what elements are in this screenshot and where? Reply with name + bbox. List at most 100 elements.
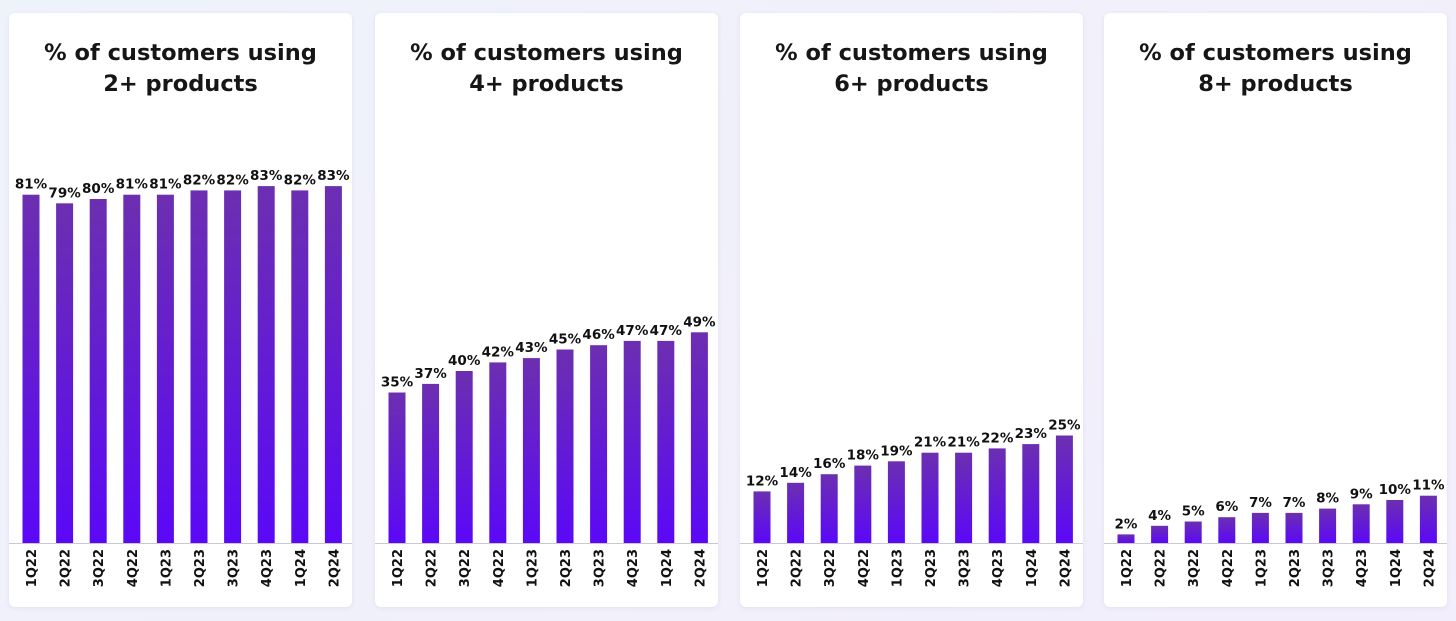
bar-value-label: 10% [1379, 482, 1412, 498]
bar-4q23 [1352, 504, 1370, 543]
chart-title: % of customers using 2+ products [44, 40, 317, 97]
bar-1q22 [753, 491, 771, 543]
bar-1q24 [657, 340, 675, 543]
bar-1q22 [1117, 534, 1135, 543]
bar-value-label: 23% [1015, 426, 1048, 442]
bar-1q23 [887, 461, 905, 543]
chart-panel-4-plus: % of customers using 4+ products 35% 1Q22 37… [375, 13, 718, 607]
bar-3q23 [590, 345, 608, 543]
x-tick-label: 3Q22 [92, 549, 107, 587]
bar-value-label: 80% [82, 181, 115, 197]
bar-3q22 [455, 371, 473, 543]
x-tick-label: 1Q24 [294, 549, 309, 587]
bar-2q23 [921, 452, 939, 543]
x-tick-label: 4Q23 [1355, 549, 1370, 587]
bar-2q23 [556, 349, 574, 543]
x-tick-label: 2Q24 [693, 549, 708, 587]
bar-value-label: 8% [1316, 491, 1339, 507]
bar-chart: % of customers using 2+ products 81% 1Q22 79… [9, 40, 352, 587]
x-tick-label: 3Q22 [823, 549, 838, 587]
bar-3q23 [1319, 508, 1337, 543]
x-tick-label: 2Q23 [924, 549, 939, 587]
bar-2q24 [690, 332, 708, 543]
bar-1q22 [388, 392, 406, 543]
chart-panel-6-plus: % of customers using 6+ products 12% 1Q22 14… [740, 13, 1083, 607]
x-tick-label: 1Q24 [1389, 549, 1404, 587]
bar-2q24 [324, 186, 342, 543]
bar-2q22 [422, 383, 440, 543]
x-tick-label: 3Q23 [593, 549, 608, 587]
bar-2q23 [190, 190, 208, 543]
bar-2q22 [787, 482, 805, 543]
bar-1q23 [1251, 512, 1269, 543]
bar-value-label: 81% [149, 177, 182, 193]
bar-value-label: 19% [880, 443, 913, 459]
x-tick-label: 1Q22 [756, 549, 771, 587]
x-tick-label: 2Q23 [559, 549, 574, 587]
bar-3q22 [820, 474, 838, 543]
x-tick-label: 1Q23 [1254, 549, 1269, 587]
x-tick-label: 1Q23 [890, 549, 905, 587]
bar-value-label: 49% [683, 314, 716, 330]
bar-2q23 [1285, 512, 1303, 543]
bar-chart: % of customers using 4+ products 35% 1Q22 37… [375, 40, 718, 587]
bar-value-label: 83% [250, 168, 283, 184]
x-tick-label: 1Q23 [159, 549, 174, 587]
bar-3q22 [1184, 521, 1202, 543]
bar-1q22 [22, 194, 40, 543]
bar-3q23 [955, 452, 973, 543]
bar-value-label: 11% [1412, 478, 1445, 494]
bar-value-label: 25% [1048, 418, 1081, 434]
bar-value-label: 9% [1350, 486, 1373, 502]
bar-value-label: 18% [847, 448, 880, 464]
bar-2q24 [1055, 435, 1073, 543]
x-tick-label: 2Q24 [1422, 549, 1437, 587]
bar-value-label: 37% [414, 366, 447, 382]
bar-4q22 [854, 465, 872, 543]
bar-value-label: 83% [317, 168, 350, 184]
bar-value-label: 7% [1283, 495, 1306, 511]
bar-value-label: 79% [48, 185, 81, 201]
bar-value-label: 81% [15, 177, 48, 193]
bar-4q22 [489, 362, 507, 543]
x-tick-label: 1Q23 [525, 549, 540, 587]
x-tick-label: 4Q23 [626, 549, 641, 587]
bar-value-label: 21% [914, 435, 947, 451]
bar-value-label: 82% [183, 172, 216, 188]
chart-title: % of customers using 8+ products [1139, 40, 1412, 97]
bar-1q24 [1386, 500, 1404, 543]
bar-4q23 [988, 448, 1006, 543]
x-tick-label: 4Q22 [1221, 549, 1236, 587]
x-tick-label: 4Q23 [260, 549, 275, 587]
bar-value-label: 82% [284, 172, 317, 188]
bar-2q22 [56, 203, 74, 544]
x-tick-label: 3Q23 [958, 549, 973, 587]
x-tick-label: 2Q22 [1154, 549, 1169, 587]
x-tick-label: 4Q23 [991, 549, 1006, 587]
bar-value-label: 4% [1148, 508, 1171, 524]
bar-value-label: 81% [116, 177, 149, 193]
bar-value-label: 45% [549, 332, 582, 348]
x-tick-label: 2Q23 [193, 549, 208, 587]
x-tick-label: 2Q22 [59, 549, 74, 587]
bar-value-label: 43% [515, 340, 548, 356]
bar-1q24 [291, 190, 309, 543]
x-tick-label: 1Q22 [1120, 549, 1135, 587]
chart-panel-8-plus: % of customers using 8+ products 2% 1Q22 4% 2… [1104, 13, 1447, 607]
bar-value-label: 14% [779, 465, 812, 481]
bar-value-label: 2% [1115, 516, 1138, 532]
bar-1q23 [156, 194, 174, 543]
bar-value-label: 40% [448, 353, 481, 369]
bar-4q23 [257, 186, 275, 543]
bar-2q24 [1419, 495, 1437, 543]
bar-value-label: 82% [216, 172, 249, 188]
bar-value-label: 7% [1249, 495, 1272, 511]
bar-value-label: 35% [381, 375, 414, 391]
bar-value-label: 47% [616, 323, 649, 339]
bar-value-label: 42% [482, 344, 515, 360]
bar-1q23 [522, 358, 540, 543]
x-tick-label: 1Q24 [1025, 549, 1040, 587]
chart-title: % of customers using 6+ products [775, 40, 1048, 97]
bar-value-label: 12% [746, 473, 779, 489]
x-tick-label: 2Q24 [327, 549, 342, 587]
